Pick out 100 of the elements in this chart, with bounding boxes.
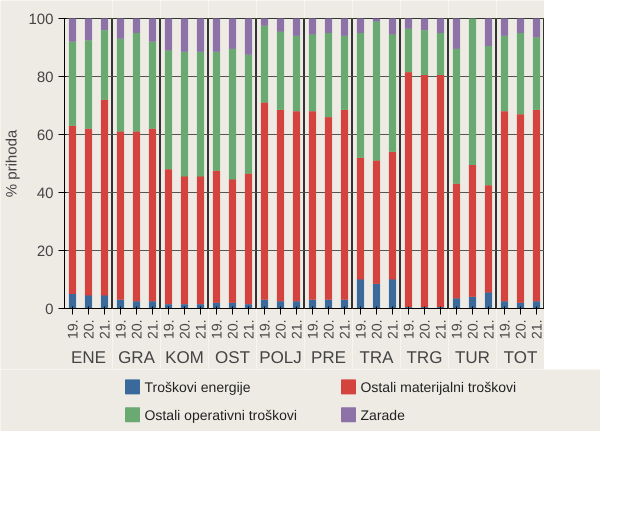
x-tick-label: 20.: [464, 319, 480, 339]
x-axis-title: PRE: [311, 348, 346, 367]
bar: [196, 176, 204, 304]
bar: [276, 110, 284, 302]
bar: [388, 280, 396, 308]
bar: [388, 152, 396, 280]
bar: [372, 18, 380, 22]
bar: [452, 18, 460, 49]
x-axis-title: TOT: [504, 348, 538, 367]
x-tick-label: 20.: [80, 319, 96, 339]
x-tick-label: 19.: [112, 319, 128, 339]
bar: [484, 46, 492, 186]
bar: [212, 18, 220, 52]
x-tick-label: 19.: [256, 319, 272, 339]
bar: [180, 176, 188, 304]
x-tick-label: 21.: [384, 319, 400, 339]
bar: [84, 40, 92, 129]
x-tick-label: 21.: [528, 319, 544, 339]
bar: [132, 33, 140, 132]
x-tick-label: 20.: [512, 319, 528, 339]
bar: [500, 111, 508, 302]
bar: [116, 132, 124, 300]
bar: [228, 18, 236, 49]
bar: [308, 34, 316, 112]
y-tick-label: 100: [28, 11, 54, 28]
x-tick-label: 21.: [336, 319, 352, 339]
legend-label: Zarade: [360, 406, 406, 423]
bar: [388, 34, 396, 152]
x-tick-label: 19.: [304, 319, 320, 339]
bar: [356, 33, 364, 158]
bar: [356, 18, 364, 33]
bar: [276, 18, 284, 32]
y-axis-title: % prihoda: [3, 129, 20, 198]
x-axis-title: ENE: [71, 348, 106, 367]
x-tick-label: 21.: [144, 319, 160, 339]
bar: [244, 18, 252, 55]
bar: [468, 18, 476, 165]
bar: [484, 185, 492, 293]
bar: [68, 294, 76, 308]
x-tick-label: 20.: [272, 319, 288, 339]
bar: [324, 18, 332, 33]
bar: [516, 18, 524, 33]
bar: [404, 28, 412, 72]
x-tick-label: 20.: [320, 319, 336, 339]
bar: [468, 296, 476, 308]
bar: [196, 52, 204, 177]
bar: [356, 158, 364, 280]
bar: [132, 18, 140, 33]
bar: [516, 114, 524, 303]
bar: [292, 36, 300, 112]
bar: [116, 18, 124, 39]
bar: [420, 30, 428, 76]
bar: [452, 48, 460, 184]
x-tick-label: 21.: [240, 319, 256, 339]
bar: [388, 18, 396, 34]
x-tick-label: 21.: [480, 319, 496, 339]
x-tick-label: 21.: [96, 319, 112, 339]
legend-label: Ostali materijalni troškovi: [360, 378, 516, 395]
bar: [372, 160, 380, 284]
bar: [500, 18, 508, 36]
bar: [404, 18, 412, 29]
x-tick-label: 19.: [208, 319, 224, 339]
x-tick-label: 21.: [288, 319, 304, 339]
x-tick-label: 19.: [64, 319, 80, 339]
bar: [84, 128, 92, 296]
x-tick-label: 20.: [368, 319, 384, 339]
x-tick-label: 19.: [352, 319, 368, 339]
bar: [356, 280, 364, 308]
bar: [484, 18, 492, 46]
legend-label: Troškovi energije: [144, 378, 251, 395]
bar: [132, 132, 140, 302]
bar: [164, 18, 172, 50]
bar: [420, 75, 428, 308]
bar: [436, 18, 444, 33]
x-axis-title: TRG: [406, 348, 442, 367]
bar: [164, 50, 172, 170]
bar: [100, 30, 108, 100]
bar: [324, 117, 332, 300]
legend-label: Ostali operativni troškovi: [144, 406, 298, 423]
bar: [68, 18, 76, 42]
bar: [180, 18, 188, 52]
x-tick-label: 20.: [224, 319, 240, 339]
x-axis-title: POLJ: [259, 348, 302, 367]
bar: [196, 18, 204, 52]
bar: [84, 295, 92, 308]
bar: [340, 110, 348, 300]
y-tick-label: 0: [45, 301, 54, 318]
bar: [100, 18, 108, 30]
bar: [308, 18, 316, 34]
y-tick-label: 60: [36, 127, 54, 144]
bar: [244, 174, 252, 304]
bar: [276, 32, 284, 110]
bar: [516, 33, 524, 114]
bar: [68, 126, 76, 294]
x-axis-title: OST: [215, 348, 250, 367]
bar: [452, 184, 460, 298]
bar: [532, 18, 540, 38]
bar: [148, 128, 156, 302]
x-axis-title: TRA: [360, 348, 394, 367]
y-tick-label: 20: [36, 243, 54, 260]
